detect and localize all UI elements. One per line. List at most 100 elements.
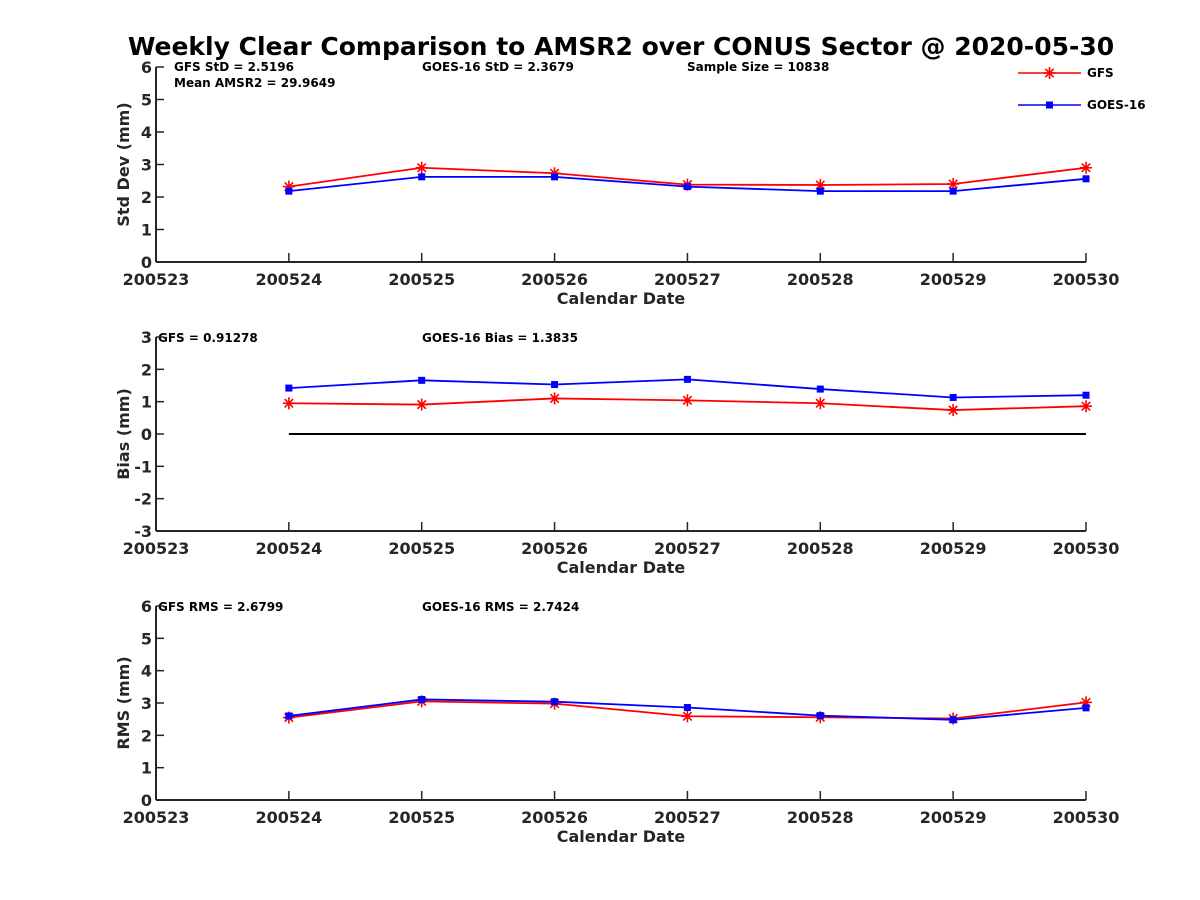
goes16-rms-stat: GOES-16 RMS = 2.7424 (422, 600, 579, 614)
gfs-rms-stat: GFS RMS = 2.6799 (158, 600, 283, 614)
y-tick-label: 3 (141, 156, 152, 175)
gfs-point (681, 710, 694, 723)
x-tick-label: 200530 (1053, 539, 1120, 558)
gfs-std-stat: GFS StD = 2.5196 (174, 60, 294, 74)
x-tick-label: 200527 (654, 539, 721, 558)
x-tick-label: 200525 (388, 539, 455, 558)
gfs-point (282, 397, 295, 410)
gfs-point (947, 404, 960, 417)
x-tick-label: 200530 (1053, 808, 1120, 827)
goes16-point (683, 183, 691, 191)
x-tick-label: 200523 (123, 270, 190, 289)
legend-gfs-marker (1043, 67, 1056, 79)
goes16-point (418, 695, 426, 703)
legend-goes16-marker (1046, 101, 1053, 109)
x-axis-label: Calendar Date (557, 827, 686, 846)
rms-panel: GFS RMS = 2.6799 GOES-16 RMS = 2.7424 0 1… (114, 597, 1119, 846)
gfs-point (1080, 400, 1092, 413)
y-tick-label: -1 (134, 457, 152, 476)
y-tick-label: 1 (141, 759, 152, 778)
goes16-point (949, 393, 957, 401)
goes16-point (683, 704, 691, 712)
x-tick-label: 200529 (920, 539, 987, 558)
goes16-point (949, 187, 957, 195)
goes16-point (418, 376, 426, 384)
y-tick-label: 2 (141, 360, 152, 379)
x-axis-label: Calendar Date (557, 558, 686, 577)
goes16-point (683, 375, 691, 383)
y-tick-label: 1 (141, 393, 152, 412)
goes16-point (551, 698, 559, 706)
x-tick-label: 200524 (255, 539, 322, 558)
x-tick-label: 200526 (521, 808, 588, 827)
gfs-point (681, 394, 694, 407)
goes16-point (285, 384, 293, 392)
goes16-point (418, 173, 426, 181)
x-tick-label: 200527 (654, 808, 721, 827)
y-tick-label: 1 (141, 221, 152, 240)
goes16-point (285, 712, 293, 720)
gfs-point (814, 397, 827, 410)
y-axis-label: Std Dev (mm) (114, 102, 133, 226)
goes16-bias-stat: GOES-16 Bias = 1.3835 (422, 331, 578, 345)
goes16-point (285, 187, 293, 195)
gfs-point (548, 392, 561, 405)
x-tick-label: 200527 (654, 270, 721, 289)
legend-goes16-label: GOES-16 (1087, 98, 1146, 112)
x-tick-label: 200528 (787, 539, 854, 558)
legend: GFS GOES-16 (1018, 66, 1146, 112)
gfs-point (415, 161, 428, 174)
std-dev-panel: GFS StD = 2.5196 GOES-16 StD = 2.3679 Sa… (114, 58, 1119, 308)
mean-amsr2-stat: Mean AMSR2 = 29.9649 (174, 76, 335, 90)
goes16-point (949, 716, 957, 724)
y-tick-label: 4 (141, 123, 152, 142)
x-tick-label: 200524 (255, 270, 322, 289)
x-tick-label: 200526 (521, 539, 588, 558)
x-tick-label: 200524 (255, 808, 322, 827)
y-tick-label: 3 (141, 328, 152, 347)
y-tick-label: 6 (141, 58, 152, 77)
y-tick-label: 3 (141, 694, 152, 713)
chart-title: Weekly Clear Comparison to AMSR2 over CO… (128, 32, 1114, 61)
goes16-point (816, 187, 824, 195)
x-tick-label: 200523 (123, 539, 190, 558)
x-tick-label: 200525 (388, 808, 455, 827)
x-axis-label: Calendar Date (557, 289, 686, 308)
goes16-std-stat: GOES-16 StD = 2.3679 (422, 60, 574, 74)
bias-panel: GFS = 0.91278 GOES-16 Bias = 1.3835 -3 -2… (114, 328, 1119, 577)
gfs-point (415, 398, 428, 411)
gfs-point (1080, 161, 1092, 174)
goes16-point (551, 173, 559, 181)
goes16-point (1082, 704, 1090, 712)
y-tick-label: 5 (141, 91, 152, 110)
x-tick-label: 200529 (920, 808, 987, 827)
y-tick-label: 2 (141, 188, 152, 207)
sample-size-stat: Sample Size = 10838 (687, 60, 829, 74)
y-tick-label: 6 (141, 597, 152, 616)
x-tick-label: 200525 (388, 270, 455, 289)
x-tick-label: 200528 (787, 808, 854, 827)
y-axis-label: Bias (mm) (114, 388, 133, 480)
goes16-point (1082, 175, 1090, 183)
y-axis-label: RMS (mm) (114, 656, 133, 749)
x-tick-label: 200523 (123, 808, 190, 827)
x-tick-label: 200528 (787, 270, 854, 289)
y-tick-label: 4 (141, 662, 152, 681)
goes16-point (1082, 391, 1090, 399)
goes16-point (551, 381, 559, 389)
y-tick-label: 5 (141, 629, 152, 648)
y-tick-label: 2 (141, 726, 152, 745)
y-tick-label: 0 (141, 253, 152, 272)
y-tick-label: 0 (141, 791, 152, 810)
x-tick-label: 200530 (1053, 270, 1120, 289)
y-tick-label: -2 (134, 490, 152, 509)
y-tick-label: -3 (134, 522, 152, 541)
x-tick-label: 200526 (521, 270, 588, 289)
goes16-point (816, 385, 824, 393)
y-tick-label: 0 (141, 425, 152, 444)
legend-gfs-label: GFS (1087, 66, 1114, 80)
gfs-bias-stat: GFS = 0.91278 (158, 331, 258, 345)
goes16-point (816, 712, 824, 720)
x-tick-label: 200529 (920, 270, 987, 289)
